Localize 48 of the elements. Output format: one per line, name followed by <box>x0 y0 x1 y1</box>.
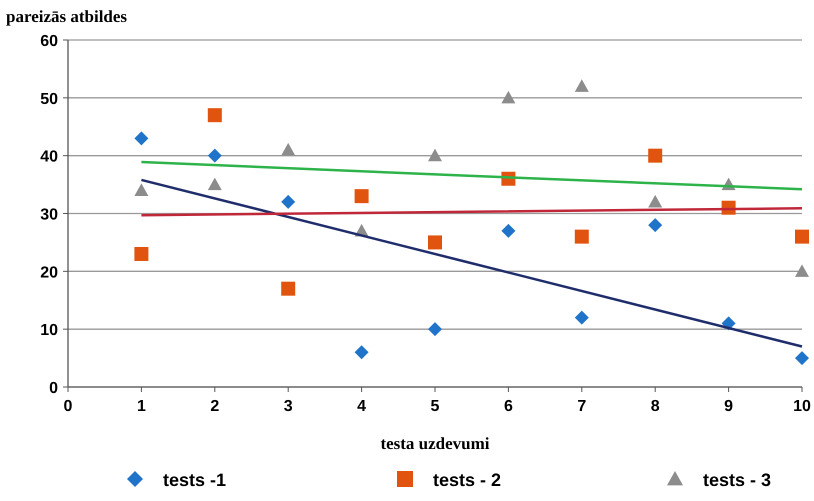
point <box>648 194 662 208</box>
x-tick-label: 5 <box>430 398 440 415</box>
point <box>208 148 222 163</box>
x-tick-label: 1 <box>136 398 146 415</box>
point <box>648 148 662 163</box>
point <box>281 194 296 209</box>
x-tick-label: 0 <box>64 398 73 415</box>
point <box>354 189 369 204</box>
point <box>208 108 222 122</box>
x-tick-label: 3 <box>284 398 293 415</box>
point <box>428 322 442 336</box>
point <box>281 282 296 296</box>
x-tick-label: 10 <box>793 398 811 415</box>
y-axis-title: pareizās atbildes <box>6 7 128 26</box>
x-tick-label: 9 <box>724 398 734 415</box>
y-tick-label: 60 <box>40 33 58 50</box>
point <box>428 148 442 162</box>
y-tick-label: 0 <box>49 380 58 397</box>
y-tick-label: 20 <box>40 264 58 282</box>
point <box>795 230 809 244</box>
point <box>134 131 148 146</box>
x-tick-label: 2 <box>210 398 220 415</box>
y-tick-label: 40 <box>40 148 58 166</box>
point <box>134 246 148 261</box>
point <box>134 183 148 196</box>
y-tick-label: 30 <box>40 206 58 224</box>
point <box>501 90 516 104</box>
point <box>574 79 589 92</box>
point <box>574 310 589 325</box>
point <box>574 230 589 244</box>
point <box>354 345 369 360</box>
x-tick-label: 4 <box>357 398 366 415</box>
legend-label: tests - 3 <box>703 470 772 490</box>
legend-label: tests - 2 <box>433 470 502 490</box>
y-tick-label: 50 <box>40 90 58 108</box>
point <box>281 142 296 156</box>
point <box>208 178 222 190</box>
point <box>648 218 662 232</box>
point <box>795 351 809 366</box>
y-tick-label: 10 <box>40 322 58 340</box>
x-axis-title: testa uzdevumi <box>380 434 490 453</box>
legend-label: tests -1 <box>163 470 226 490</box>
x-tick-label: 8 <box>650 398 660 415</box>
point <box>501 224 516 238</box>
point <box>795 264 809 277</box>
point <box>428 235 442 250</box>
x-tick-label: 7 <box>577 398 586 415</box>
x-tick-label: 6 <box>504 398 513 415</box>
